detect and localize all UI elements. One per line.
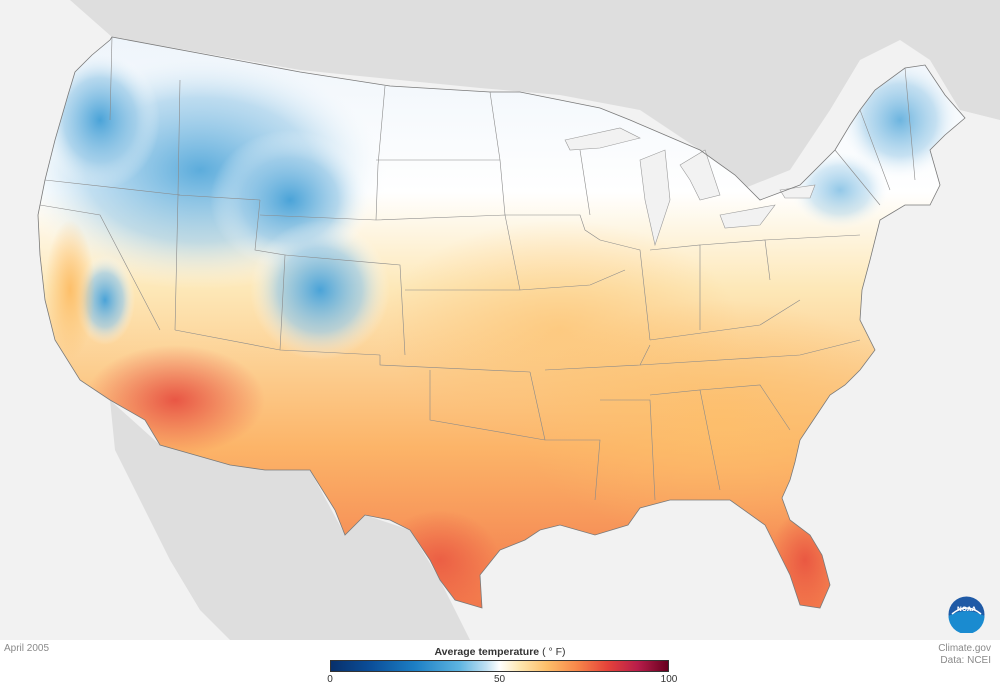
noaa-logo: NOAA [948, 596, 985, 633]
legend-title-text: Average temperature [434, 646, 540, 658]
legend-title: Average temperature ( ° F) [0, 646, 1000, 658]
legend-tick-label: 0 [327, 674, 333, 685]
credit-source: Climate.gov [938, 643, 991, 654]
legend-colorbar [330, 660, 669, 672]
temperature-map: NOAA [0, 0, 1000, 640]
footer: April 2005 Climate.gov Data: NCEI Averag… [0, 640, 1000, 690]
mexico-landmass [110, 400, 470, 640]
legend-tick-label: 50 [493, 674, 506, 685]
credit-data: Data: NCEI [940, 655, 991, 666]
credit: Climate.gov Data: NCEI [938, 643, 991, 667]
noaa-logo-text: NOAA [957, 606, 977, 613]
canada-landmass [0, 0, 1000, 190]
us-land [38, 37, 965, 608]
state-borders [39, 36, 916, 501]
date-label: April 2005 [4, 643, 50, 654]
legend-tick-label: 100 [660, 674, 678, 685]
us-outline [37, 36, 966, 609]
legend-units: ( ° F) [542, 646, 566, 658]
great-lakes [564, 127, 816, 247]
map-canvas [0, 0, 1000, 640]
